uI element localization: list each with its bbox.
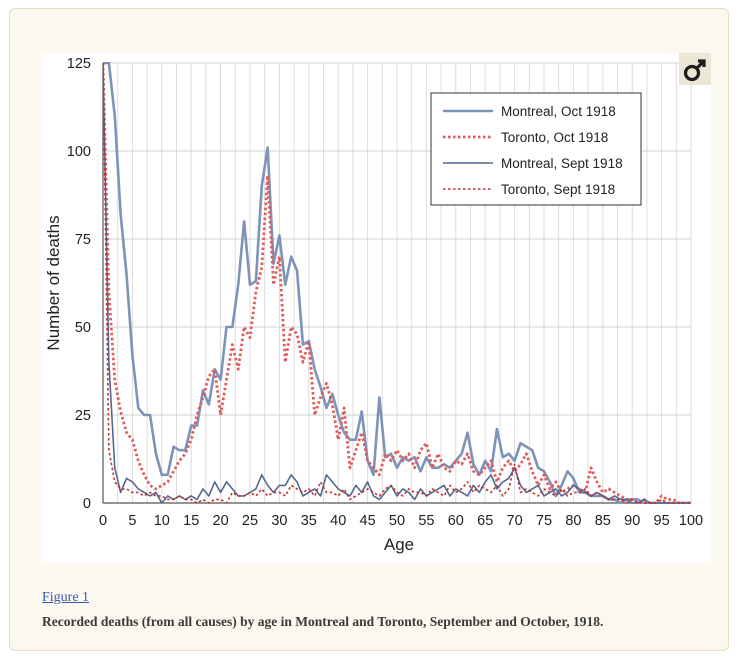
series-lines	[103, 62, 691, 504]
chart-panel: 0 5 10 15 20 25 30 35 40 45 50 55 60 65 70 75 80 85 90 95 10…	[41, 53, 711, 563]
y-tick-label: 75	[75, 232, 91, 248]
grid-lines	[102, 62, 692, 504]
x-tick-label: 65	[477, 513, 493, 529]
x-axis-label: Age	[384, 535, 414, 554]
x-tick-label: 40	[330, 513, 346, 529]
x-tick-label: 85	[595, 513, 611, 529]
x-tick-label: 25	[242, 513, 258, 529]
figure-link[interactable]: Figure 1	[42, 590, 90, 605]
figure-card: 0 5 10 15 20 25 30 35 40 45 50 55 60 65 70 75 80 85 90 95 10…	[9, 8, 729, 651]
x-tick-label: 35	[301, 513, 317, 529]
y-tick-label: 100	[67, 144, 91, 160]
x-tick-label: 15	[183, 513, 199, 529]
x-tick-label: 75	[536, 513, 552, 529]
axes	[102, 63, 691, 504]
series-line-4	[103, 62, 691, 504]
y-axis-label: Number of deaths	[44, 215, 63, 350]
legend: Montreal, Oct 1918 Toronto, Oct 1918 Montr…	[430, 92, 642, 206]
x-tick-label: 0	[99, 513, 107, 529]
tick-labels: 0 5 10 15 20 25 30 35 40 45 50 55 60 65 70 75 80 85 90 95 10…	[67, 56, 703, 529]
series-line-2	[103, 62, 691, 504]
badge[interactable]	[679, 53, 711, 85]
x-tick-label: 45	[360, 513, 376, 529]
x-tick-label: 55	[418, 513, 434, 529]
x-tick-label: 30	[271, 513, 287, 529]
deaths-by-age-chart: 0 5 10 15 20 25 30 35 40 45 50 55 60 65 70 75 80 85 90 95 10…	[44, 53, 711, 554]
gender-symbol-icon	[683, 59, 706, 82]
y-tick-label: 25	[75, 408, 91, 424]
legend-label: Montreal, Oct 1918	[501, 104, 616, 119]
x-tick-label: 10	[154, 513, 170, 529]
series-line-1	[103, 62, 691, 504]
x-tick-label: 60	[448, 513, 464, 529]
x-tick-label: 70	[507, 513, 523, 529]
x-tick-label: 20	[213, 513, 229, 529]
y-tick-label: 0	[83, 496, 91, 512]
x-tick-label: 95	[654, 513, 670, 529]
x-tick-label: 80	[565, 513, 581, 529]
legend-label: Montreal, Sept 1918	[501, 156, 623, 171]
x-tick-label: 90	[624, 513, 640, 529]
legend-label: Toronto, Sept 1918	[501, 182, 615, 197]
figure-caption: Recorded deaths (from all causes) by age…	[42, 614, 604, 629]
series-line-3	[103, 62, 691, 504]
legend-label: Toronto, Oct 1918	[501, 130, 608, 145]
x-tick-label: 100	[679, 513, 703, 529]
y-tick-label: 50	[75, 320, 91, 336]
x-tick-label: 50	[389, 513, 405, 529]
x-tick-label: 5	[128, 513, 136, 529]
y-tick-label: 125	[67, 56, 91, 72]
